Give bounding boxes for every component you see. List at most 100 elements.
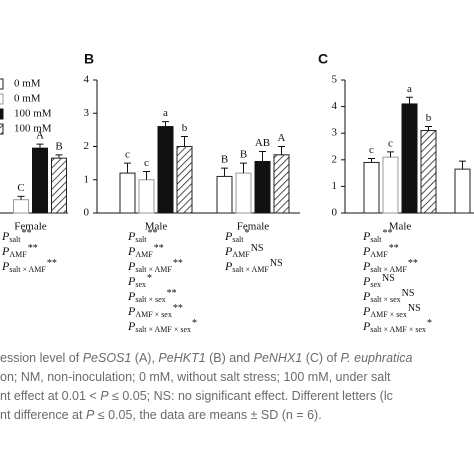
stat-significance: ** xyxy=(173,258,183,269)
x-tick-label: Female xyxy=(237,221,269,233)
stat-line: PAMF** xyxy=(127,243,164,259)
caption-segment: (C) of xyxy=(302,351,340,365)
significance-letter: a xyxy=(163,107,168,119)
stat-subscript: salt × AMF xyxy=(232,265,269,274)
stat-subscript: salt × sex xyxy=(135,295,165,304)
stat-p: P xyxy=(362,304,371,318)
y-tick-label: 3 xyxy=(332,127,338,139)
x-tick-label: Female xyxy=(14,221,46,233)
significance-letter: C xyxy=(17,182,24,194)
error-bar xyxy=(221,167,228,177)
caption-segment: P. euphratica xyxy=(340,351,412,365)
stat-line: Psalt** xyxy=(1,228,31,244)
stat-significance: ** xyxy=(28,243,38,254)
stat-line: PAMF × sex** xyxy=(127,303,183,319)
significance-letter: A xyxy=(278,132,286,144)
stat-significance: NS xyxy=(270,258,283,269)
legend-swatch xyxy=(0,108,4,120)
significance-letter: B xyxy=(221,154,228,166)
stat-line: PAMF × sexNS xyxy=(362,303,421,319)
bar xyxy=(273,154,290,214)
stat-p: P xyxy=(1,244,10,258)
stat-subscript: AMF × sex xyxy=(135,310,172,319)
stat-significance: ** xyxy=(408,258,418,269)
stat-p: P xyxy=(362,319,371,333)
y-tick-label: 0 xyxy=(332,207,338,219)
stat-subscript: AMF xyxy=(9,250,27,259)
stat-subscript: sex xyxy=(135,280,146,289)
caption-segment: (B) and xyxy=(206,351,254,365)
legend-swatch xyxy=(0,93,4,105)
stat-significance: * xyxy=(244,228,249,239)
error-bar xyxy=(387,151,394,158)
stat-subscript: salt × AMF × sex xyxy=(370,325,426,334)
stat-subscript: salt × AMF xyxy=(135,265,172,274)
error-bar xyxy=(368,157,375,163)
caption-segment: PeSOS1 xyxy=(83,351,132,365)
bar xyxy=(176,146,193,214)
stat-significance: ** xyxy=(167,288,177,299)
y-tick-label: 3 xyxy=(84,107,90,119)
x-tick-label: Male xyxy=(145,221,168,233)
stat-p: P xyxy=(127,229,136,243)
stat-subscript: salt xyxy=(370,235,382,244)
stat-line: Psalt × AMF** xyxy=(127,258,183,274)
y-tick-label: 5 xyxy=(332,74,338,86)
stat-p: P xyxy=(127,289,136,303)
significance-letter: B xyxy=(55,140,62,152)
stat-p: P xyxy=(127,274,136,288)
y-tick-label: 4 xyxy=(84,74,90,86)
error-bar xyxy=(36,143,44,149)
stat-subscript: sex xyxy=(370,280,381,289)
caption-segment: ession level of xyxy=(0,351,83,365)
significance-letter: c xyxy=(144,157,149,169)
stat-significance: ** xyxy=(147,228,157,239)
stat-line: Psalt × AMF × sex* xyxy=(127,318,197,334)
stat-p: P xyxy=(362,229,371,243)
bar xyxy=(157,126,174,214)
stat-subscript: salt xyxy=(232,235,244,244)
significance-letter: B xyxy=(240,149,247,161)
legend-label: 100 mM xyxy=(14,108,52,120)
stat-line: Psalt × AMF** xyxy=(1,258,57,274)
bar xyxy=(235,172,252,214)
error-bar xyxy=(162,121,169,127)
stat-line: PsexNS xyxy=(362,273,395,289)
caption-line: nt effect at 0.01 < P ≤ 0.05; NS: no sig… xyxy=(0,389,393,403)
bar xyxy=(401,103,418,214)
significance-letter: b xyxy=(182,122,188,134)
stat-subscript: AMF × sex xyxy=(370,310,407,319)
caption-line: ession level of PeSOS1 (A), PeHKT1 (B) a… xyxy=(0,351,413,365)
y-tick-label: 4 xyxy=(332,100,338,112)
panel-label: C xyxy=(318,51,328,67)
stat-subscript: AMF xyxy=(135,250,153,259)
legend-label: 0 mM xyxy=(14,93,41,105)
stat-significance: ** xyxy=(173,303,183,314)
stat-p: P xyxy=(1,259,10,273)
stat-p: P xyxy=(362,244,371,258)
stat-line: Psalt × sexNS xyxy=(362,288,414,304)
error-bar xyxy=(425,126,432,131)
stat-line: Psalt** xyxy=(127,228,157,244)
significance-letter: c xyxy=(369,144,374,156)
bar xyxy=(363,161,380,214)
significance-letter: c xyxy=(125,149,130,161)
stat-p: P xyxy=(127,319,136,333)
stat-line: Psalt × AMF** xyxy=(362,258,418,274)
stat-line: PAMF** xyxy=(362,243,399,259)
bar xyxy=(138,179,155,214)
stat-subscript: salt × sex xyxy=(370,295,400,304)
stat-line: Psalt** xyxy=(362,228,392,244)
stat-line: Psalt × AMF × sex* xyxy=(362,318,432,334)
y-tick-label: 1 xyxy=(84,173,90,185)
stat-significance: * xyxy=(147,273,152,284)
stat-p: P xyxy=(362,259,371,273)
caption-segment: ≤ 0.05, the data are means ± SD (n = 6). xyxy=(94,408,321,422)
significance-letter: a xyxy=(407,83,412,95)
error-bar xyxy=(143,170,150,180)
bar xyxy=(13,199,29,214)
bar xyxy=(119,172,136,214)
caption-segment: ≤ 0.05; NS: no significant effect. Diffe… xyxy=(109,389,393,403)
caption-segment: nt effect at 0.01 < xyxy=(0,389,100,403)
